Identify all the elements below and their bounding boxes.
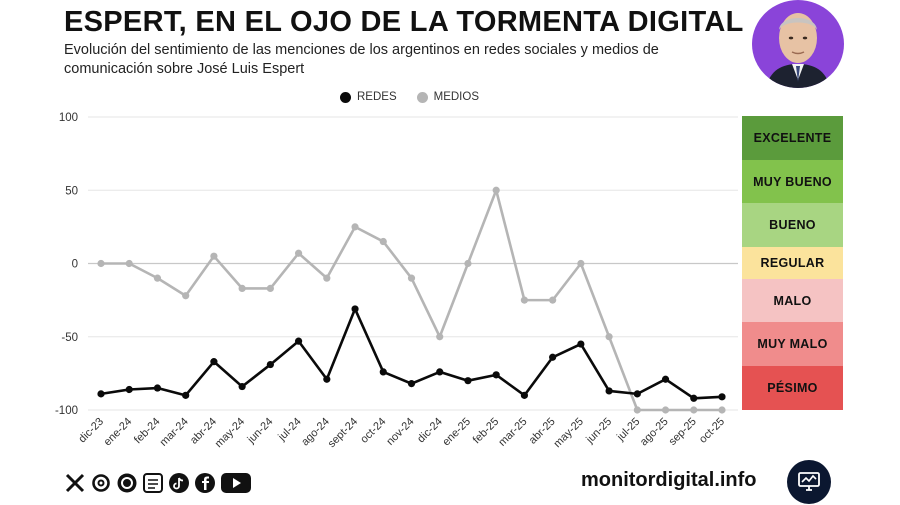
data-point-redes <box>97 390 105 398</box>
y-tick-label: 0 <box>72 259 78 271</box>
legend-item-redes: REDES <box>340 91 397 103</box>
page-background <box>48 0 853 505</box>
data-point-redes <box>323 375 331 383</box>
data-point-medios <box>464 259 472 268</box>
y-tick-label: -50 <box>61 332 78 344</box>
data-point-medios <box>294 249 303 257</box>
data-point-redes <box>577 340 585 348</box>
data-point-redes <box>407 380 416 388</box>
social-icons <box>63 471 253 494</box>
x-tick-label: mar-24 <box>158 416 191 449</box>
data-point-redes <box>210 358 218 366</box>
data-point-medios <box>718 406 726 414</box>
y-tick-label: 50 <box>65 185 78 197</box>
profile-photo <box>752 0 844 88</box>
data-point-redes <box>266 360 274 369</box>
data-point-redes <box>436 368 444 376</box>
x-tick-label: oct-25 <box>697 416 727 446</box>
x-tick-label: sep-25 <box>667 416 699 448</box>
scale-band-bueno: BUENO <box>742 203 843 247</box>
data-point-redes <box>633 390 641 398</box>
data-point-medios <box>436 333 444 341</box>
y-tick-label: 100 <box>59 112 78 124</box>
scale-band-muy-bueno: MUY BUENO <box>742 160 843 203</box>
data-point-redes <box>549 353 557 361</box>
x-tick-label: ago-25 <box>638 416 671 449</box>
x-tick-label: nov-24 <box>384 416 416 448</box>
y-tick-label: -100 <box>55 405 78 417</box>
data-point-redes <box>351 305 359 313</box>
facebook-icon[interactable] <box>193 471 216 494</box>
data-point-redes <box>520 391 529 399</box>
data-point-medios <box>492 186 500 194</box>
data-point-redes <box>661 375 670 383</box>
chart-legend: REDES MEDIOS <box>340 89 499 105</box>
data-point-redes <box>464 377 472 385</box>
data-point-redes <box>718 393 726 401</box>
instagram-icon[interactable] <box>115 471 138 494</box>
sentiment-scale: EXCELENTE MUY BUENO BUENO REGULAR MALO MUY MA… <box>742 116 843 410</box>
youtube-icon[interactable] <box>219 471 253 494</box>
x-tick-label: jun-24 <box>245 416 276 447</box>
data-point-medios <box>661 406 670 414</box>
data-point-medios <box>633 406 641 414</box>
scale-band-regular: REGULAR <box>742 247 843 279</box>
scale-band-pesimo: PÉSIMO <box>742 366 843 410</box>
data-point-medios <box>351 223 359 231</box>
data-point-medios <box>549 296 557 304</box>
data-point-medios <box>125 259 133 268</box>
x-icon[interactable] <box>63 471 86 494</box>
data-point-medios <box>323 274 331 282</box>
legend-label-medios: MEDIOS <box>433 91 479 103</box>
page-subtitle: Evolución del sentimiento de las mencion… <box>64 42 659 77</box>
legend-swatch-redes <box>340 91 351 103</box>
site-url[interactable]: monitordigital.info <box>581 469 757 491</box>
data-point-medios <box>210 252 218 260</box>
scale-band-muy-malo: MUY MALO <box>742 322 843 366</box>
data-point-redes <box>690 394 698 402</box>
data-point-redes <box>238 382 246 391</box>
x-tick-label: may-24 <box>213 416 247 450</box>
data-point-medios <box>379 237 387 246</box>
data-point-redes <box>294 337 303 345</box>
data-point-medios <box>690 406 698 414</box>
newsletter-icon[interactable] <box>141 471 164 494</box>
monitor-logo-icon <box>787 460 831 504</box>
x-tick-label: mar-25 <box>496 416 529 449</box>
data-point-redes <box>492 371 500 379</box>
scale-band-excelente: EXCELENTE <box>742 116 843 160</box>
data-point-medios <box>182 292 190 300</box>
data-point-medios <box>97 259 105 268</box>
legend-swatch-medios <box>416 91 428 103</box>
x-tick-label: ene-24 <box>102 416 135 449</box>
legend-item-medios: MEDIOS <box>416 91 479 103</box>
scale-band-malo: MALO <box>742 279 843 322</box>
data-point-redes <box>125 385 133 394</box>
data-point-medios <box>153 274 162 282</box>
data-point-medios <box>407 274 416 282</box>
data-point-medios <box>605 333 613 341</box>
legend-label-redes: REDES <box>357 91 397 103</box>
x-tick-label: jun-25 <box>583 416 614 447</box>
data-point-redes <box>182 391 190 399</box>
series-line-medios <box>101 188 722 412</box>
data-point-medios <box>577 259 585 268</box>
x-tick-label: sept-24 <box>326 416 360 450</box>
data-point-medios <box>520 296 529 304</box>
data-point-redes <box>379 368 387 376</box>
x-tick-label: oct-24 <box>358 416 388 446</box>
x-tick-label: may-25 <box>552 416 586 450</box>
data-point-redes <box>153 384 162 392</box>
threads-icon[interactable] <box>89 471 112 494</box>
x-tick-label: ene-25 <box>440 416 473 449</box>
page-title: ESPERT, EN EL OJO DE LA TORMENTA DIGITAL <box>64 6 744 38</box>
data-point-medios <box>238 284 246 293</box>
sentiment-line-chart: 100500-50-100dic-23ene-24feb-24mar-24abr… <box>55 112 738 450</box>
tiktok-icon[interactable] <box>167 471 190 494</box>
data-point-medios <box>266 284 274 293</box>
data-point-redes <box>605 387 613 395</box>
